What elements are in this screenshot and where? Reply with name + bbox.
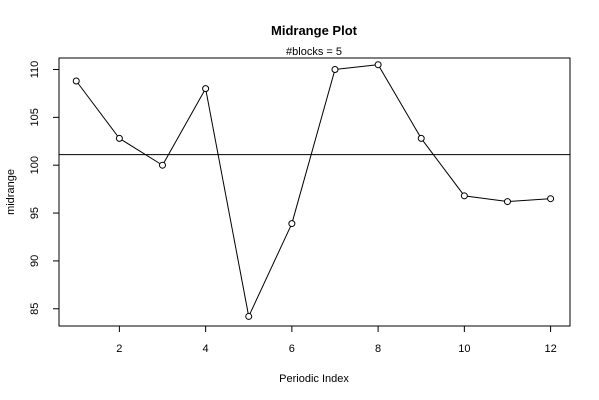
x-tick-label: 10 <box>458 343 470 355</box>
series-line-segment <box>121 139 161 165</box>
y-tick-label: 105 <box>29 108 41 126</box>
series-line-segment <box>205 91 249 314</box>
y-axis-label: midrange <box>5 169 17 215</box>
data-point <box>547 195 555 203</box>
chart-subtitle: #blocks = 5 <box>286 46 342 58</box>
series-line-segment <box>163 90 205 163</box>
data-point <box>115 134 123 142</box>
series-line-segment <box>379 67 421 137</box>
data-point <box>72 77 80 85</box>
chart-title: Midrange Plot <box>271 23 358 38</box>
y-tick-label: 85 <box>29 303 41 315</box>
series-line-segment <box>292 72 335 221</box>
y-tick-label: 95 <box>29 207 41 219</box>
data-point <box>374 61 382 69</box>
data-point <box>417 134 425 142</box>
series-line-segment <box>510 198 548 202</box>
series-line-segment <box>467 195 505 202</box>
x-axis-label: Periodic Index <box>279 373 349 385</box>
y-tick-label: 110 <box>29 61 41 79</box>
data-point <box>288 220 296 228</box>
y-tick-label: 100 <box>29 156 41 174</box>
data-point <box>331 65 339 73</box>
plot-area: 2 4 6 8 10 12 85 90 95 100 105 110 <box>29 57 571 355</box>
data-point <box>245 312 253 320</box>
plot-frame <box>58 57 571 327</box>
data-point <box>503 198 511 206</box>
data-point <box>158 161 166 169</box>
series-line-segment <box>337 64 376 70</box>
x-tick-label: 12 <box>544 343 556 355</box>
series-line-segment <box>422 140 463 194</box>
data-point <box>202 85 210 93</box>
series-line-segment <box>249 226 292 314</box>
data-point <box>460 192 468 200</box>
x-tick-label: 8 <box>375 343 381 355</box>
y-tick-label: 90 <box>29 255 41 267</box>
x-tick-label: 4 <box>203 343 209 355</box>
x-tick-label: 2 <box>116 343 122 355</box>
series-line-segment <box>77 83 118 137</box>
x-tick-label: 6 <box>289 343 295 355</box>
